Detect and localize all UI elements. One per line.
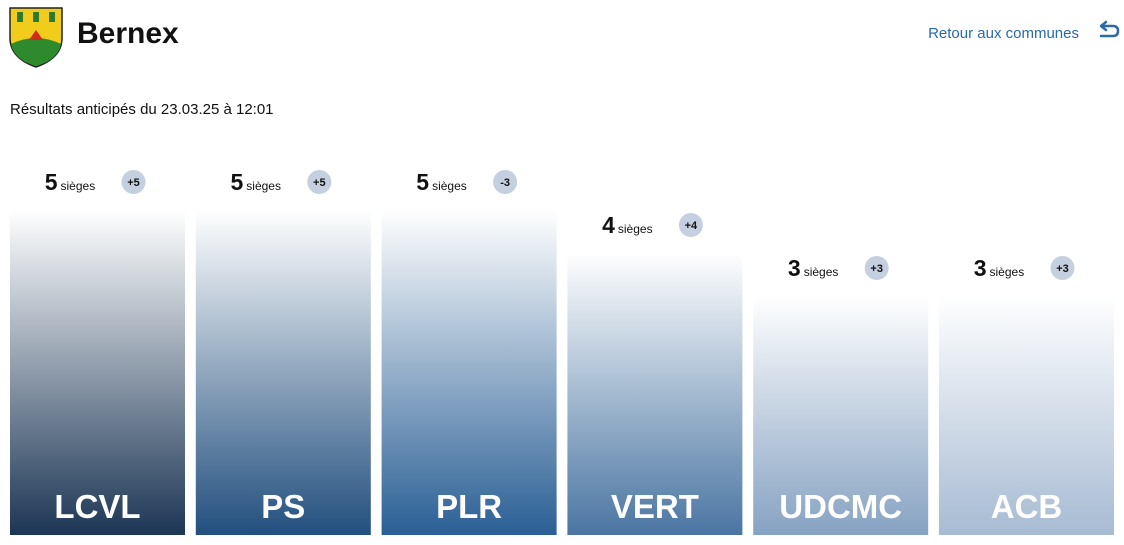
party-label: VERT	[611, 488, 699, 525]
bar	[753, 296, 929, 535]
bar	[939, 296, 1114, 535]
party-label: LCVL	[54, 488, 140, 525]
seat-count: 5	[416, 169, 429, 195]
party-label: PLR	[436, 488, 502, 525]
back-icon[interactable]	[1099, 20, 1120, 38]
change-label: -3	[500, 177, 510, 189]
change-badge	[121, 170, 146, 194]
bar	[195, 210, 371, 535]
seat-count: 5	[231, 169, 244, 195]
bar	[567, 253, 743, 535]
seat-count: 3	[788, 255, 801, 281]
change-label: +3	[870, 263, 883, 275]
page-title: Bernex	[77, 17, 179, 50]
back-link[interactable]: Retour aux communes	[928, 25, 1079, 42]
coat-of-arms	[9, 7, 63, 68]
change-badge	[493, 170, 518, 194]
seat-unit: sièges	[61, 179, 96, 193]
seat-unit: sièges	[432, 179, 467, 193]
seat-unit: sièges	[804, 265, 839, 279]
party-label: UDCMC	[779, 488, 902, 525]
change-badge	[678, 213, 703, 237]
change-badge	[864, 256, 889, 280]
seat-count: 5	[45, 169, 58, 195]
party-label: ACB	[991, 488, 1063, 525]
party-label: PS	[261, 488, 305, 525]
seat-count: 3	[974, 255, 987, 281]
change-label: +4	[685, 220, 698, 232]
subtitle: Résultats anticipés du 23.03.25 à 12:01	[10, 101, 274, 118]
change-label: +3	[1056, 263, 1069, 275]
seat-unit: sièges	[990, 265, 1025, 279]
change-label: +5	[127, 177, 140, 189]
change-badge	[307, 170, 332, 194]
bar	[381, 210, 557, 535]
change-label: +5	[313, 177, 326, 189]
change-badge	[1050, 256, 1075, 280]
seat-count: 4	[602, 212, 615, 238]
seat-unit: sièges	[618, 222, 653, 236]
bar	[10, 210, 185, 535]
seat-unit: sièges	[246, 179, 281, 193]
